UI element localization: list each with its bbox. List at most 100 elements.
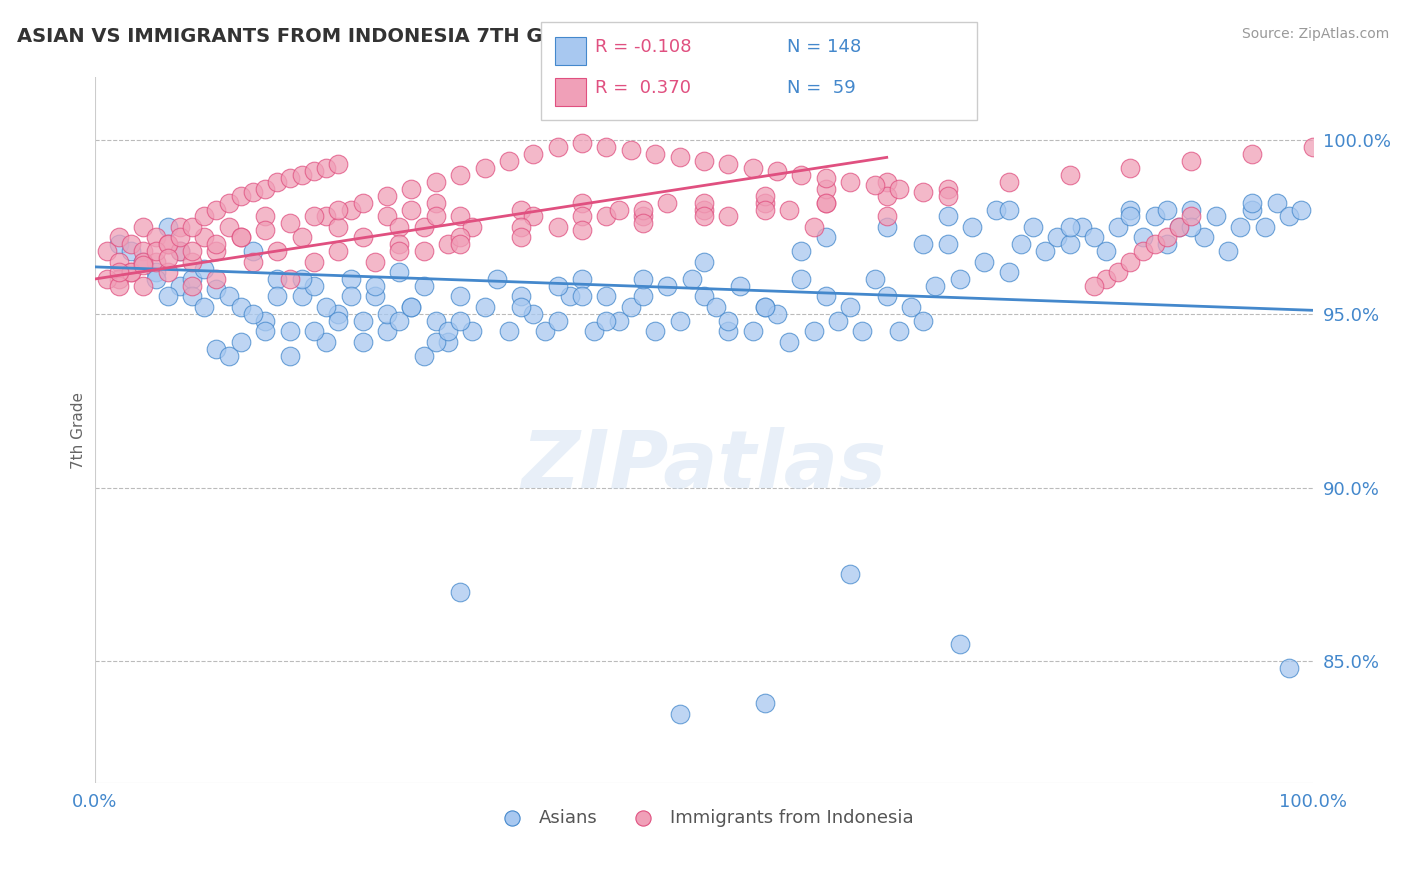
Point <box>229 300 252 314</box>
Point <box>668 314 690 328</box>
Point <box>973 254 995 268</box>
Point <box>229 334 252 349</box>
Point <box>924 279 946 293</box>
Point <box>181 272 204 286</box>
Point <box>242 307 264 321</box>
Point <box>145 230 167 244</box>
Point <box>315 300 337 314</box>
Point <box>412 219 434 234</box>
Point <box>900 300 922 314</box>
Point <box>145 244 167 259</box>
Point <box>668 150 690 164</box>
Y-axis label: 7th Grade: 7th Grade <box>72 392 86 468</box>
Point <box>169 230 191 244</box>
Point <box>120 237 142 252</box>
Point <box>388 314 411 328</box>
Point <box>1265 195 1288 210</box>
Text: Source: ZipAtlas.com: Source: ZipAtlas.com <box>1241 27 1389 41</box>
Point <box>108 272 131 286</box>
Point <box>595 314 617 328</box>
Point <box>1059 219 1081 234</box>
Point <box>145 254 167 268</box>
Point <box>315 334 337 349</box>
Point <box>1180 210 1202 224</box>
Point <box>449 314 471 328</box>
Point <box>547 219 569 234</box>
Point <box>936 188 959 202</box>
Point <box>302 254 325 268</box>
Point <box>181 244 204 259</box>
Point <box>401 300 423 314</box>
Point <box>339 272 361 286</box>
Point <box>132 254 155 268</box>
Point <box>1205 210 1227 224</box>
Point <box>754 202 776 217</box>
Point <box>1180 202 1202 217</box>
Point <box>205 283 228 297</box>
Point <box>693 210 716 224</box>
Text: ZIPatlas: ZIPatlas <box>522 426 886 505</box>
Point <box>425 334 447 349</box>
Point <box>522 210 544 224</box>
Point <box>814 289 837 303</box>
Point <box>803 324 825 338</box>
Point <box>778 202 800 217</box>
Point <box>754 300 776 314</box>
Point <box>1180 219 1202 234</box>
Point <box>218 195 240 210</box>
Point <box>120 244 142 259</box>
Point <box>449 585 471 599</box>
Point <box>778 334 800 349</box>
Point <box>571 289 593 303</box>
Point <box>912 314 935 328</box>
Point <box>1119 254 1142 268</box>
Point <box>607 202 630 217</box>
Point <box>339 289 361 303</box>
Point <box>449 237 471 252</box>
Point <box>425 175 447 189</box>
Point <box>169 219 191 234</box>
Point <box>328 219 350 234</box>
Point <box>583 324 606 338</box>
Point <box>278 272 301 286</box>
Point <box>571 223 593 237</box>
Point <box>863 178 886 193</box>
Point <box>375 307 398 321</box>
Point <box>717 157 740 171</box>
Point <box>425 314 447 328</box>
Point <box>266 289 288 303</box>
Point <box>997 175 1019 189</box>
Point <box>620 144 643 158</box>
Point <box>254 324 277 338</box>
Point <box>328 307 350 321</box>
Point <box>717 314 740 328</box>
Point <box>375 210 398 224</box>
Point <box>254 210 277 224</box>
Point <box>693 195 716 210</box>
Point <box>839 300 862 314</box>
Point <box>741 161 763 175</box>
Point <box>1229 219 1251 234</box>
Legend: Asians, Immigrants from Indonesia: Asians, Immigrants from Indonesia <box>486 802 921 834</box>
Point <box>425 195 447 210</box>
Point <box>412 349 434 363</box>
Point <box>254 182 277 196</box>
Point <box>814 195 837 210</box>
Point <box>1033 244 1056 259</box>
Point <box>291 289 314 303</box>
Point <box>1107 265 1129 279</box>
Point <box>717 324 740 338</box>
Point <box>644 324 666 338</box>
Point <box>205 342 228 356</box>
Point <box>1278 210 1301 224</box>
Point <box>401 300 423 314</box>
Point <box>145 265 167 279</box>
Point <box>887 182 910 196</box>
Point <box>1241 202 1264 217</box>
Point <box>156 237 179 252</box>
Point <box>790 168 813 182</box>
Point <box>1070 219 1092 234</box>
Point <box>997 265 1019 279</box>
Point <box>571 136 593 151</box>
Point <box>668 706 690 721</box>
